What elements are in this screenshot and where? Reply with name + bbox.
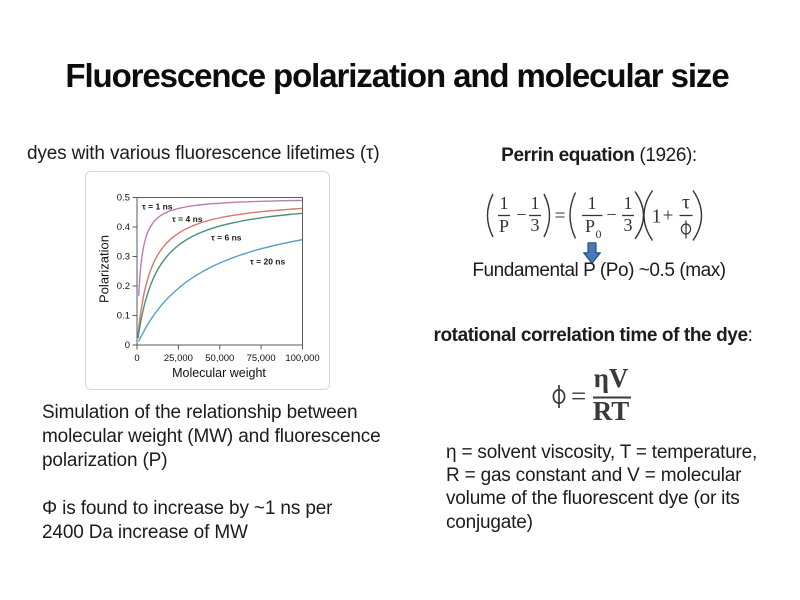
svg-text:3: 3 [531, 215, 540, 235]
svg-text:τ: τ [682, 192, 690, 214]
svg-text:τ = 1 ns: τ = 1 ns [142, 202, 173, 212]
svg-text:0.1: 0.1 [117, 311, 130, 322]
svg-text:RT: RT [593, 396, 630, 426]
svg-text:P: P [585, 216, 595, 236]
svg-text:=: = [555, 206, 566, 227]
svg-text:−: − [606, 205, 616, 225]
svg-text:τ = 6 ns: τ = 6 ns [211, 233, 242, 243]
svg-text:−: − [516, 205, 526, 225]
svg-text:100,000: 100,000 [285, 353, 319, 364]
svg-text:P: P [499, 216, 509, 236]
svg-text:0.3: 0.3 [117, 252, 130, 263]
svg-text:+: + [663, 205, 674, 226]
svg-text:1: 1 [531, 193, 540, 213]
svg-text:0.2: 0.2 [117, 281, 130, 292]
svg-text:1: 1 [588, 193, 597, 213]
svg-text:1: 1 [624, 193, 633, 213]
svg-text:75,000: 75,000 [247, 353, 276, 364]
svg-text:0: 0 [134, 353, 139, 364]
svg-text:Polarization: Polarization [97, 235, 112, 303]
svg-text:Molecular weight: Molecular weight [172, 366, 266, 380]
svg-text:0.5: 0.5 [117, 193, 130, 204]
svg-text:τ = 20 ns: τ = 20 ns [250, 257, 285, 267]
svg-text:1: 1 [500, 193, 509, 213]
svg-text:=: = [571, 381, 586, 411]
svg-text:0: 0 [125, 340, 130, 351]
svg-text:1: 1 [652, 206, 662, 227]
svg-text:25,000: 25,000 [164, 353, 193, 364]
svg-text:0.4: 0.4 [117, 222, 130, 233]
svg-text:0: 0 [596, 227, 602, 241]
svg-text:3: 3 [624, 215, 633, 235]
svg-text:ηV: ηV [594, 363, 629, 393]
svg-text:τ = 4 ns: τ = 4 ns [172, 214, 203, 224]
svg-text:50,000: 50,000 [205, 353, 234, 364]
